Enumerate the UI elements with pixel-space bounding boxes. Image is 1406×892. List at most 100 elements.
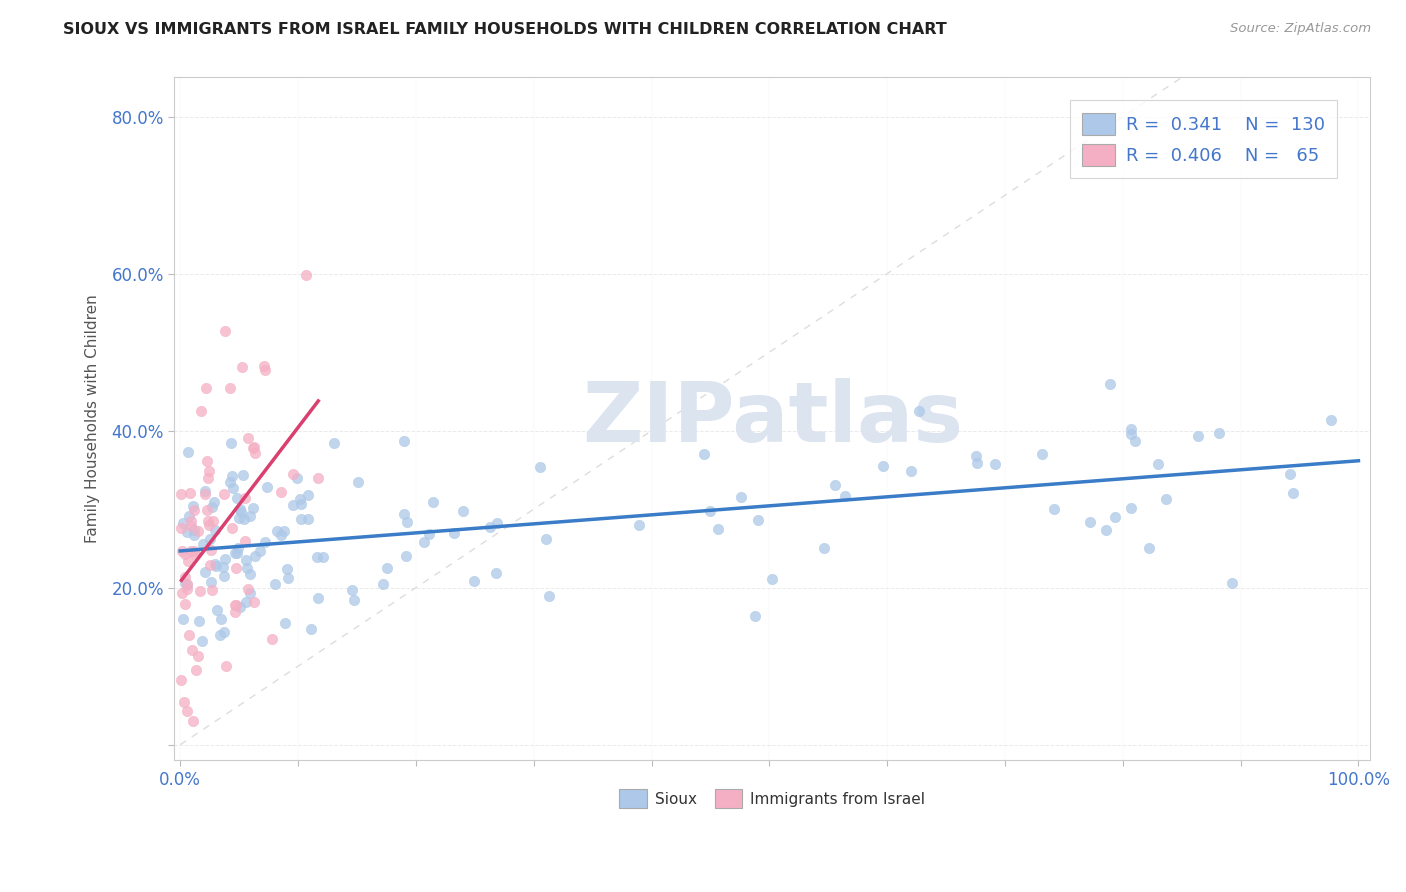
Point [201, 582, 224, 597]
Point [194, 483, 217, 498]
Point [486, 516, 509, 530]
Point [243, 595, 266, 609]
Point [235, 594, 257, 608]
Point [418, 527, 440, 541]
Point [172, 612, 194, 626]
Point [232, 468, 254, 483]
Point [627, 518, 650, 533]
Point [176, 704, 198, 718]
Point [1123, 434, 1146, 448]
Point [529, 460, 551, 475]
Point [176, 576, 198, 591]
Point [1121, 422, 1143, 436]
Point [262, 632, 284, 646]
Point [239, 586, 262, 600]
Point [239, 566, 262, 581]
Legend: Sioux, Immigrants from Israel: Sioux, Immigrants from Israel [613, 783, 931, 814]
Point [215, 658, 238, 673]
Point [692, 447, 714, 461]
Point [176, 578, 198, 592]
Point [232, 512, 254, 526]
Point [872, 459, 894, 474]
Point [371, 577, 394, 591]
Point [264, 577, 287, 591]
Point [1119, 501, 1142, 516]
Point [225, 560, 247, 574]
Point [226, 546, 249, 560]
Point [183, 714, 205, 728]
Point [188, 614, 211, 628]
Point [277, 570, 299, 584]
Point [221, 469, 243, 483]
Point [214, 324, 236, 338]
Point [307, 591, 329, 606]
Point [179, 627, 201, 641]
Point [322, 435, 344, 450]
Point [191, 537, 214, 551]
Point [281, 467, 304, 481]
Point [176, 445, 198, 459]
Point [245, 446, 267, 460]
Point [221, 481, 243, 495]
Point [395, 516, 418, 530]
Point [191, 634, 214, 648]
Point [180, 514, 202, 528]
Point [242, 441, 264, 455]
Point [276, 562, 298, 576]
Point [392, 507, 415, 521]
Text: ZIPatlas: ZIPatlas [582, 378, 963, 459]
Point [229, 502, 252, 516]
Point [288, 491, 311, 506]
Point [221, 521, 243, 535]
Point [198, 558, 221, 572]
Point [173, 695, 195, 709]
Point [239, 509, 262, 524]
Point [195, 454, 218, 468]
Point [281, 498, 304, 512]
Point [253, 359, 276, 373]
Point [1137, 541, 1160, 555]
Point [238, 431, 260, 445]
Point [212, 559, 235, 574]
Point [204, 559, 226, 574]
Point [200, 543, 222, 558]
Point [270, 528, 292, 542]
Point [186, 648, 208, 663]
Point [233, 534, 256, 549]
Point [188, 583, 211, 598]
Point [534, 533, 557, 547]
Point [179, 486, 201, 500]
Point [226, 541, 249, 556]
Point [1104, 510, 1126, 524]
Point [224, 599, 246, 613]
Point [176, 554, 198, 568]
Point [219, 475, 242, 490]
Point [194, 565, 217, 579]
Point [179, 509, 201, 524]
Point [208, 628, 231, 642]
Point [194, 381, 217, 395]
Point [228, 600, 250, 615]
Point [1187, 429, 1209, 443]
Point [224, 546, 246, 560]
Point [218, 380, 240, 394]
Point [443, 526, 465, 541]
Point [253, 534, 276, 549]
Point [184, 547, 207, 561]
Point [204, 558, 226, 572]
Point [908, 404, 931, 418]
Point [1220, 576, 1243, 591]
Point [266, 524, 288, 538]
Point [297, 488, 319, 502]
Point [270, 485, 292, 500]
Point [201, 500, 224, 514]
Point [900, 464, 922, 478]
Text: Source: ZipAtlas.com: Source: ZipAtlas.com [1230, 22, 1371, 36]
Point [183, 503, 205, 517]
Point [1279, 467, 1302, 481]
Point [198, 532, 221, 546]
Point [1031, 447, 1053, 461]
Point [377, 561, 399, 575]
Point [183, 527, 205, 541]
Point [231, 360, 253, 375]
